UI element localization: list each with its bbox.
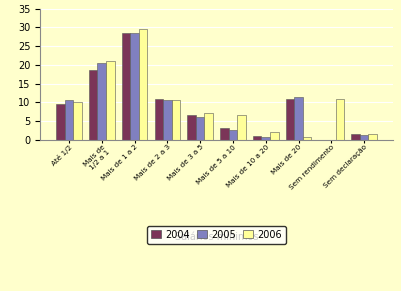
Bar [89,70,97,140]
Bar [139,29,147,140]
Bar [196,117,205,140]
Legend: 2004, 2005, 2006: 2004, 2005, 2006 [148,226,286,244]
Bar [65,100,73,140]
Bar [122,33,130,140]
Bar [351,134,360,140]
X-axis label: Salários mínimos: Salários mínimos [175,232,258,242]
Bar [369,134,377,140]
Bar [163,100,172,140]
Bar [187,115,196,140]
Bar [360,135,369,140]
Bar [106,61,115,140]
Bar [303,137,311,140]
Bar [253,136,261,140]
Bar [154,99,163,140]
Bar [205,113,213,140]
Bar [97,63,106,140]
Bar [261,137,270,140]
Bar [336,99,344,140]
Bar [286,99,294,140]
Bar [130,33,139,140]
Bar [56,104,65,140]
Bar [294,97,303,140]
Bar [229,130,237,140]
Bar [73,102,82,140]
Bar [220,128,229,140]
Bar [172,100,180,140]
Bar [237,115,246,140]
Bar [270,132,279,140]
